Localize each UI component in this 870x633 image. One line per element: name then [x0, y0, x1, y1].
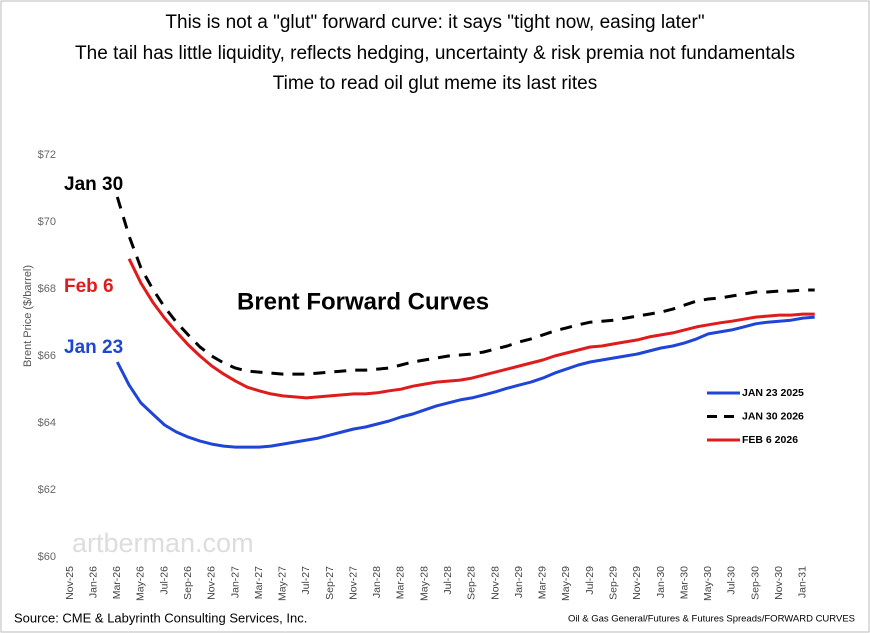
y-tick-label: $70	[38, 216, 56, 228]
series-line	[115, 196, 815, 376]
x-tick-label: Jan-27	[229, 566, 241, 598]
legend-label: JAN 30 2026	[742, 410, 804, 422]
x-tick-label: Sep-30	[749, 566, 761, 600]
path-note: Oil & Gas General/Futures & Futures Spre…	[568, 614, 855, 625]
y-axis-label: Brent Price ($/barrel)	[22, 265, 34, 367]
x-tick-label: Jul-28	[442, 566, 454, 595]
x-tick-label: Jan-29	[513, 566, 525, 598]
x-tick-label: Jul-30	[726, 566, 738, 595]
x-tick-label: Nov-27	[347, 566, 359, 600]
x-tick-label: Sep-26	[182, 566, 194, 600]
x-tick-label: Sep-28	[466, 566, 478, 600]
x-tick-label: May-30	[702, 566, 714, 601]
legend-label: JAN 23 2025	[742, 387, 804, 399]
y-tick-label: $64	[38, 417, 56, 429]
annotation: Jan 23	[64, 337, 123, 358]
title-line: Time to read oil glut meme its last rite…	[273, 73, 598, 94]
x-tick-label: Mar-28	[395, 566, 407, 599]
x-tick-label: Nov-29	[631, 566, 643, 600]
series-line	[115, 315, 815, 449]
x-tick-label: May-28	[418, 566, 430, 601]
x-tick-label: Nov-26	[206, 566, 218, 600]
legend-label: FEB 6 2026	[742, 434, 798, 446]
x-tick-label: Mar-27	[253, 566, 265, 599]
watermark: artberman.com	[72, 528, 254, 558]
title-line: This is not a "glut" forward curve: it s…	[165, 12, 704, 33]
x-tick-label: Jul-29	[584, 566, 596, 595]
x-tick-label: Mar-26	[111, 566, 123, 599]
x-tick-label: Jan-30	[655, 566, 667, 598]
source: Source: CME & Labyrinth Consulting Servi…	[14, 610, 307, 625]
x-tick-label: Nov-28	[489, 566, 501, 600]
x-tick-label: May-29	[560, 566, 572, 601]
y-tick-label: $60	[38, 551, 56, 563]
annotation: Jan 30	[64, 174, 123, 195]
y-tick-label: $72	[38, 149, 56, 161]
x-tick-label: Jan-26	[87, 566, 99, 598]
y-tick-label: $62	[38, 484, 56, 496]
annotation: Feb 6	[64, 276, 114, 297]
y-tick-label: $68	[38, 283, 56, 295]
x-tick-label: Jul-27	[300, 566, 312, 595]
y-tick-label: $66	[38, 350, 56, 362]
x-tick-label: Nov-30	[773, 566, 785, 600]
x-tick-label: Sep-29	[608, 566, 620, 600]
x-tick-label: Mar-29	[537, 566, 549, 599]
x-tick-label: Jul-26	[158, 566, 170, 595]
x-tick-label: Sep-27	[324, 566, 336, 600]
x-tick-label: Jan-31	[797, 566, 809, 598]
x-tick-label: Nov-25	[64, 566, 76, 600]
x-tick-label: May-26	[135, 566, 147, 601]
x-tick-label: Mar-30	[678, 566, 690, 599]
series-line	[127, 258, 815, 400]
title-line: The tail has little liquidity, reflects …	[75, 43, 795, 64]
x-tick-label: Jan-28	[371, 566, 383, 598]
x-tick-label: May-27	[277, 566, 289, 601]
inner-title: Brent Forward Curves	[237, 288, 489, 315]
